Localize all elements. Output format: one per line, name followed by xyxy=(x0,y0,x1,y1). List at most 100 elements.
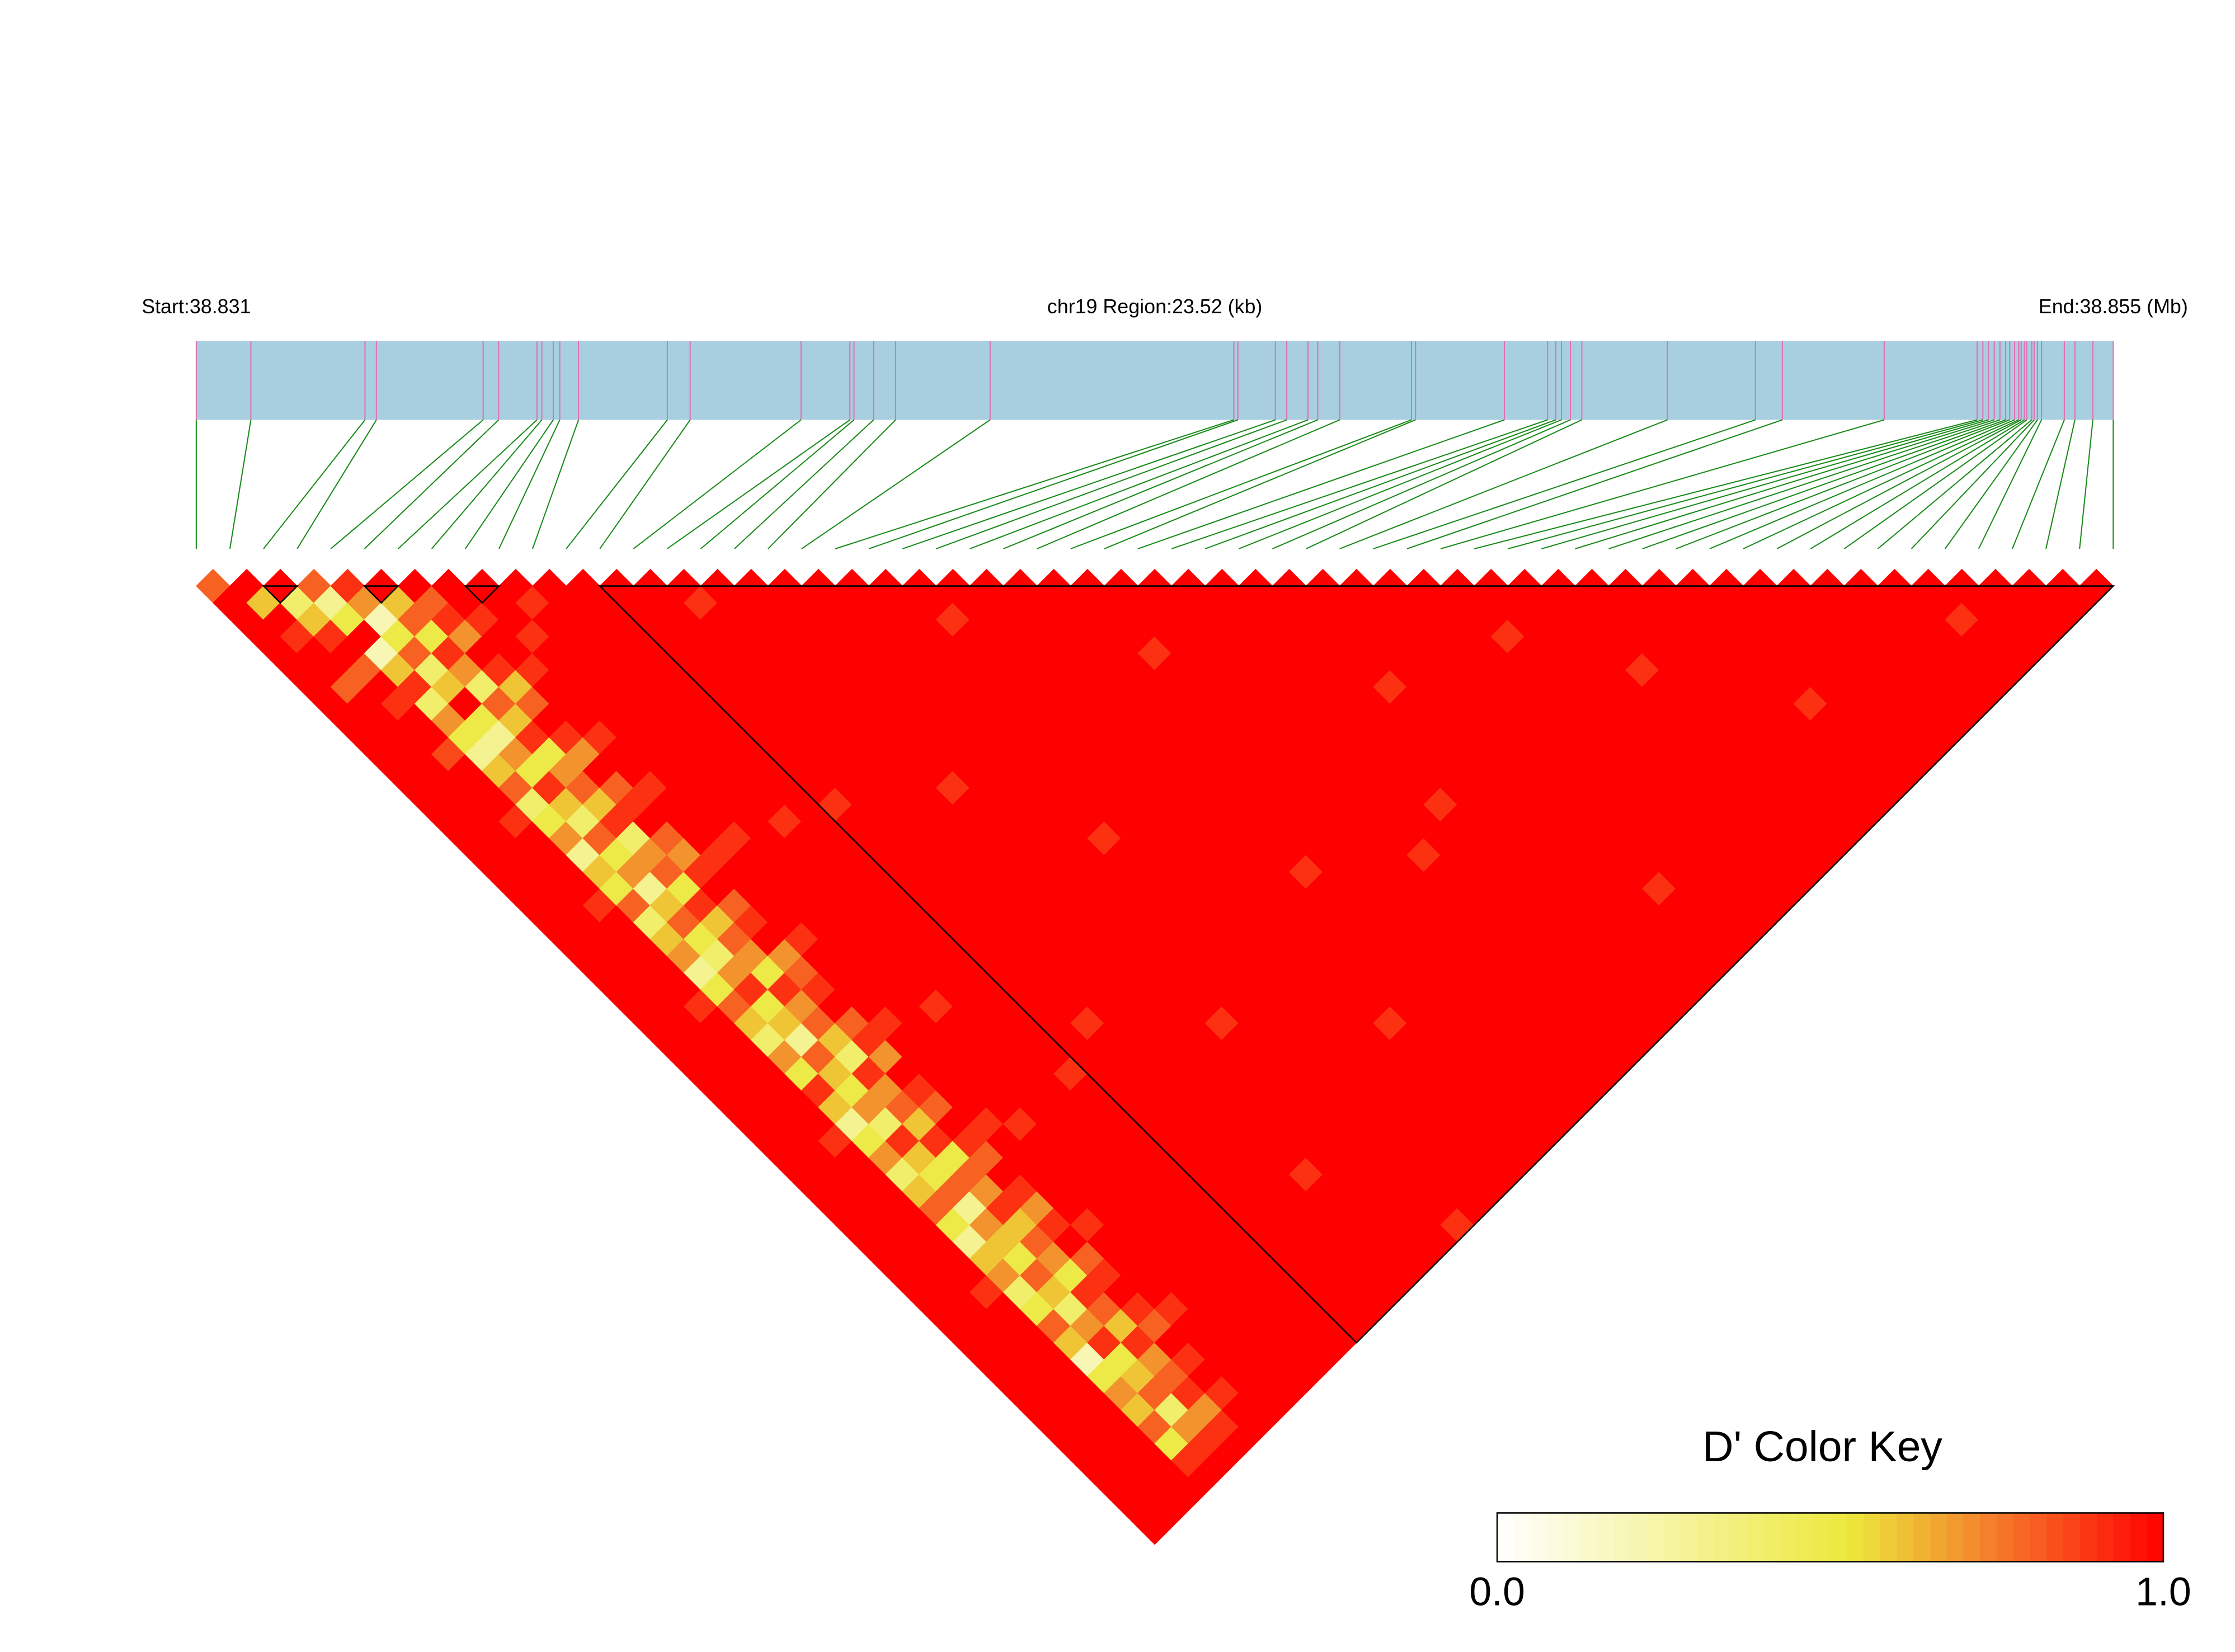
color-key-title: D' Color Key xyxy=(1702,1423,1942,1471)
color-key-frame xyxy=(1496,1512,2165,1562)
snp-connector xyxy=(1406,419,1783,549)
snp-connector xyxy=(1440,419,1885,549)
color-key-step xyxy=(2080,1513,2097,1562)
snp-connector xyxy=(1843,419,2027,549)
color-key-step xyxy=(2030,1513,2048,1562)
color-key-step xyxy=(1880,1513,1898,1562)
snp-connector xyxy=(1978,420,2043,549)
color-key-step xyxy=(1580,1513,1598,1562)
snp-connector xyxy=(868,419,1239,549)
snp-connector xyxy=(1306,419,1582,549)
snp-connector xyxy=(1272,419,1571,549)
color-key-step xyxy=(1663,1513,1681,1562)
color-key-step xyxy=(1864,1513,1881,1562)
snp-connector xyxy=(1776,419,2022,549)
color-key-step xyxy=(2113,1513,2131,1562)
snp-connector xyxy=(1642,419,2006,549)
color-key-step xyxy=(1780,1513,1798,1562)
snp-connector xyxy=(364,419,500,549)
color-key-step xyxy=(1730,1513,1748,1562)
snp-connector xyxy=(935,419,1287,549)
color-key-step xyxy=(2013,1513,2031,1562)
color-key-step xyxy=(1647,1513,1664,1562)
color-key-step xyxy=(1897,1513,1914,1562)
snp-connector xyxy=(1070,419,1412,549)
snp-connector xyxy=(2012,420,2065,549)
snp-connector xyxy=(1204,419,1556,549)
color-key-step xyxy=(2063,1513,2081,1562)
color-key-step xyxy=(1530,1513,1548,1562)
color-key-step xyxy=(1564,1513,1581,1562)
snp-connector xyxy=(633,419,802,549)
color-key-step xyxy=(2130,1513,2147,1562)
snp-connector xyxy=(330,419,484,549)
snp-connector xyxy=(1709,419,2015,549)
color-key-step xyxy=(2046,1513,2064,1562)
color-key-step xyxy=(1714,1513,1731,1562)
snp-connector xyxy=(1676,419,2010,549)
color-key-tick-label: 0.0 xyxy=(1469,1569,1525,1614)
color-key-step xyxy=(1613,1513,1631,1562)
color-key-step xyxy=(1763,1513,1781,1562)
snp-connector xyxy=(666,419,850,549)
snp-connector xyxy=(263,419,366,549)
snp-connector xyxy=(1373,419,1756,549)
color-key-step xyxy=(1697,1513,1714,1562)
color-key-step xyxy=(1597,1513,1615,1562)
snp-connector xyxy=(397,419,538,549)
snp-connector xyxy=(532,420,580,549)
ld-block-outline xyxy=(261,585,299,604)
snp-connector xyxy=(1137,419,1505,549)
snp-connector xyxy=(1608,419,2001,549)
color-key-step xyxy=(1913,1513,1931,1562)
snp-connector xyxy=(700,419,855,549)
color-key-step xyxy=(1513,1513,1531,1562)
color-key-step xyxy=(1630,1513,1648,1562)
color-key-step xyxy=(1497,1513,1514,1562)
ld-block-outline xyxy=(363,585,400,604)
snp-connector xyxy=(1037,419,1340,549)
snp-connector xyxy=(464,419,554,549)
ld-block-outline xyxy=(463,585,501,604)
snp-connector xyxy=(1238,419,1562,549)
snp-connector xyxy=(498,420,561,549)
snp-connector xyxy=(733,419,874,549)
region-label: chr19 Region:23.52 (kb) xyxy=(1047,295,1263,318)
color-key-step xyxy=(1797,1513,1814,1562)
snp-connector xyxy=(768,419,896,549)
color-key-step xyxy=(1980,1513,1998,1562)
snp-connector xyxy=(229,420,252,549)
color-key-step xyxy=(1680,1513,1698,1562)
snp-connector xyxy=(1474,419,1978,549)
snp-connector xyxy=(1541,419,1989,549)
color-key-step xyxy=(1847,1513,1864,1562)
color-key-step xyxy=(1747,1513,1765,1562)
snp-connector xyxy=(1508,419,1983,549)
snp-connector xyxy=(1003,419,1318,549)
color-key-step xyxy=(1547,1513,1564,1562)
snp-connector xyxy=(297,419,377,549)
snp-connector xyxy=(1877,419,2032,549)
color-key-tick-label: 1.0 xyxy=(2135,1569,2191,1614)
color-key-step xyxy=(1930,1513,1947,1562)
snp-connector xyxy=(1171,419,1548,549)
snp-connector xyxy=(1575,419,1994,549)
snp-connector xyxy=(1743,419,2019,549)
color-key-step xyxy=(1813,1513,1831,1562)
end-label: End:38.855 (Mb) xyxy=(2039,295,2188,318)
snp-connector xyxy=(1104,419,1416,549)
color-key-step xyxy=(1946,1513,1964,1562)
ld-block-outline xyxy=(598,585,2115,1344)
color-key-step xyxy=(1963,1513,1981,1562)
snp-connector xyxy=(835,419,1234,549)
snp-connector xyxy=(1339,419,1668,549)
snp-connector xyxy=(566,419,668,549)
start-label: Start:38.831 xyxy=(142,295,251,318)
color-key-step xyxy=(2096,1513,2114,1562)
snp-connector xyxy=(2079,420,2093,549)
snp-connector xyxy=(970,419,1309,549)
snp-connector xyxy=(599,419,691,549)
snp-connector xyxy=(1911,419,2035,549)
color-key-step xyxy=(1997,1513,2014,1562)
